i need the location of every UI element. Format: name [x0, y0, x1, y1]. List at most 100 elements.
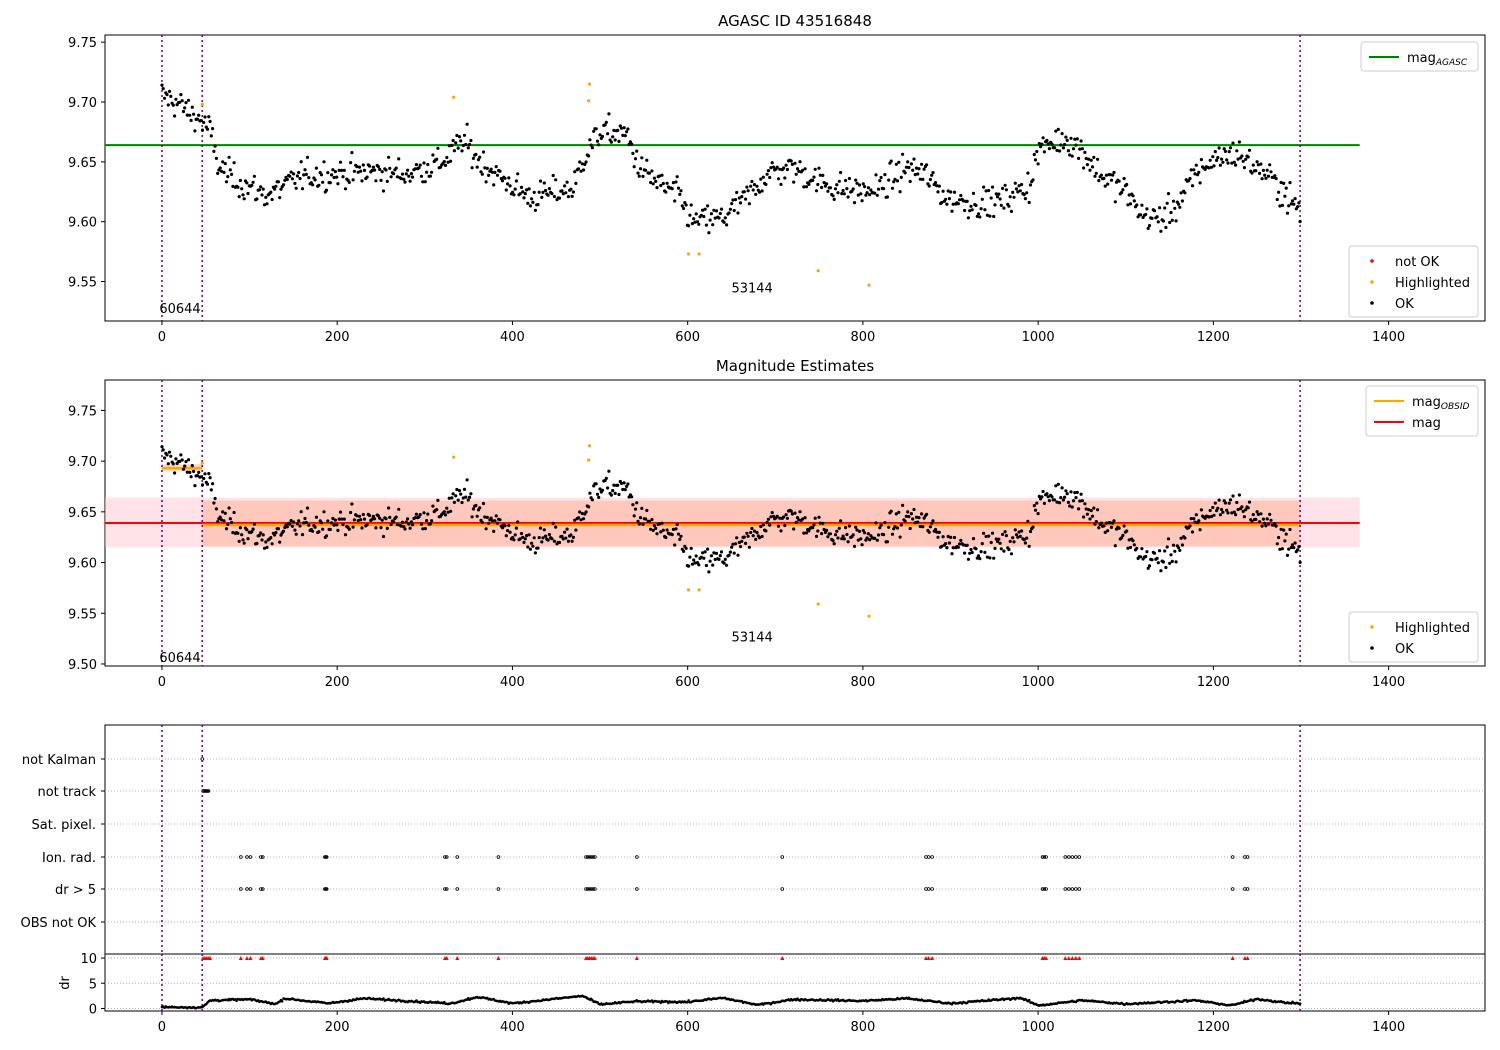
ok-point — [688, 555, 692, 559]
ok-point — [761, 523, 765, 527]
ok-point — [199, 475, 203, 479]
ok-point — [436, 146, 440, 150]
ok-point — [193, 484, 197, 488]
ok-point — [324, 188, 329, 192]
dr-clipped-marker — [238, 956, 243, 961]
ok-point — [1144, 554, 1148, 559]
flag-point — [443, 887, 447, 891]
ok-point — [223, 511, 227, 515]
ok-point — [1263, 173, 1267, 177]
ok-point — [917, 516, 921, 520]
ok-point — [944, 197, 948, 201]
ok-point — [974, 203, 978, 207]
panel2-ytick-label: 9.55 — [68, 607, 97, 622]
flag-point — [592, 855, 597, 859]
ok-point — [481, 150, 486, 154]
ok-point — [331, 516, 335, 521]
ok-point — [976, 554, 981, 558]
ok-point — [811, 526, 815, 530]
ok-point — [764, 182, 768, 186]
ok-point — [782, 166, 786, 170]
ok-point — [1155, 215, 1159, 219]
panel4-xtick-label: 600 — [675, 1020, 700, 1035]
ok-point — [1002, 206, 1006, 210]
ok-point — [1194, 513, 1198, 517]
ok-point — [413, 167, 417, 171]
ok-point — [702, 556, 706, 560]
ok-point — [897, 510, 901, 514]
ok-point — [352, 518, 356, 522]
ok-point — [1220, 157, 1224, 161]
ok-point — [1028, 529, 1033, 534]
ok-point — [597, 495, 601, 499]
flag-point — [1063, 855, 1068, 859]
ok-point — [890, 186, 895, 190]
ok-point — [878, 526, 882, 530]
ok-point — [478, 155, 482, 159]
ok-point — [622, 126, 626, 130]
ok-point — [638, 516, 643, 520]
ok-point — [742, 190, 746, 194]
ok-point — [1046, 142, 1050, 146]
ok-point — [342, 168, 346, 172]
ok-point — [1177, 546, 1181, 550]
ok-point — [208, 476, 212, 480]
ok-point — [589, 143, 593, 147]
ok-point — [1161, 219, 1165, 223]
ok-point — [162, 96, 167, 100]
ok-point — [893, 525, 897, 529]
ok-point — [1040, 142, 1044, 146]
panel1-magnitude-plot: 0 200 400 600 800 1000 1200 14009.559.609.659.7… — [68, 34, 1486, 345]
ok-point — [689, 203, 693, 207]
ok-point — [826, 189, 830, 193]
ok-point — [930, 173, 934, 177]
ok-point — [184, 101, 188, 105]
ok-point — [395, 175, 399, 179]
ok-point — [1288, 181, 1292, 185]
obsid-label: 53144 — [731, 631, 772, 646]
flag-point — [496, 887, 501, 891]
ok-point — [630, 495, 634, 499]
ok-point — [917, 167, 921, 171]
ok-point — [303, 168, 307, 172]
ok-point — [795, 167, 800, 171]
ok-point — [544, 534, 548, 538]
ok-point — [1236, 507, 1240, 512]
ok-point — [1082, 166, 1086, 170]
ok-point — [527, 533, 531, 537]
ok-point — [297, 519, 301, 523]
ok-point — [606, 132, 610, 136]
ok-point — [422, 161, 426, 165]
panel1-lower-legend-marker — [1370, 259, 1374, 263]
ok-point — [207, 115, 211, 119]
highlighted-point — [867, 614, 871, 618]
ok-point — [1037, 142, 1041, 146]
ok-point — [782, 515, 786, 519]
panel1-ytick-label: 9.55 — [68, 276, 97, 291]
ok-point — [1241, 509, 1245, 513]
ok-point — [425, 170, 429, 174]
panel1-lower-legend-label: OK — [1395, 297, 1414, 312]
ok-point — [784, 163, 788, 167]
ok-point — [252, 174, 256, 178]
ok-point — [1241, 159, 1245, 163]
ok-point — [1078, 147, 1082, 151]
ok-point — [283, 178, 287, 182]
ok-point — [733, 198, 738, 202]
ok-point — [992, 556, 996, 560]
dr-point — [1298, 1002, 1302, 1005]
ok-point — [297, 170, 301, 175]
ok-point — [181, 109, 186, 114]
ok-point — [966, 557, 971, 561]
ok-point — [1040, 495, 1044, 499]
ok-point — [984, 189, 988, 193]
ok-point — [1058, 149, 1062, 153]
ok-point — [820, 185, 824, 190]
ok-point — [273, 187, 277, 191]
ok-point — [1216, 156, 1220, 160]
ok-point — [335, 523, 339, 527]
ok-point — [722, 561, 726, 565]
ok-point — [906, 160, 910, 164]
panel4-ytick-label: 10 — [80, 952, 97, 967]
ok-point — [536, 203, 540, 207]
